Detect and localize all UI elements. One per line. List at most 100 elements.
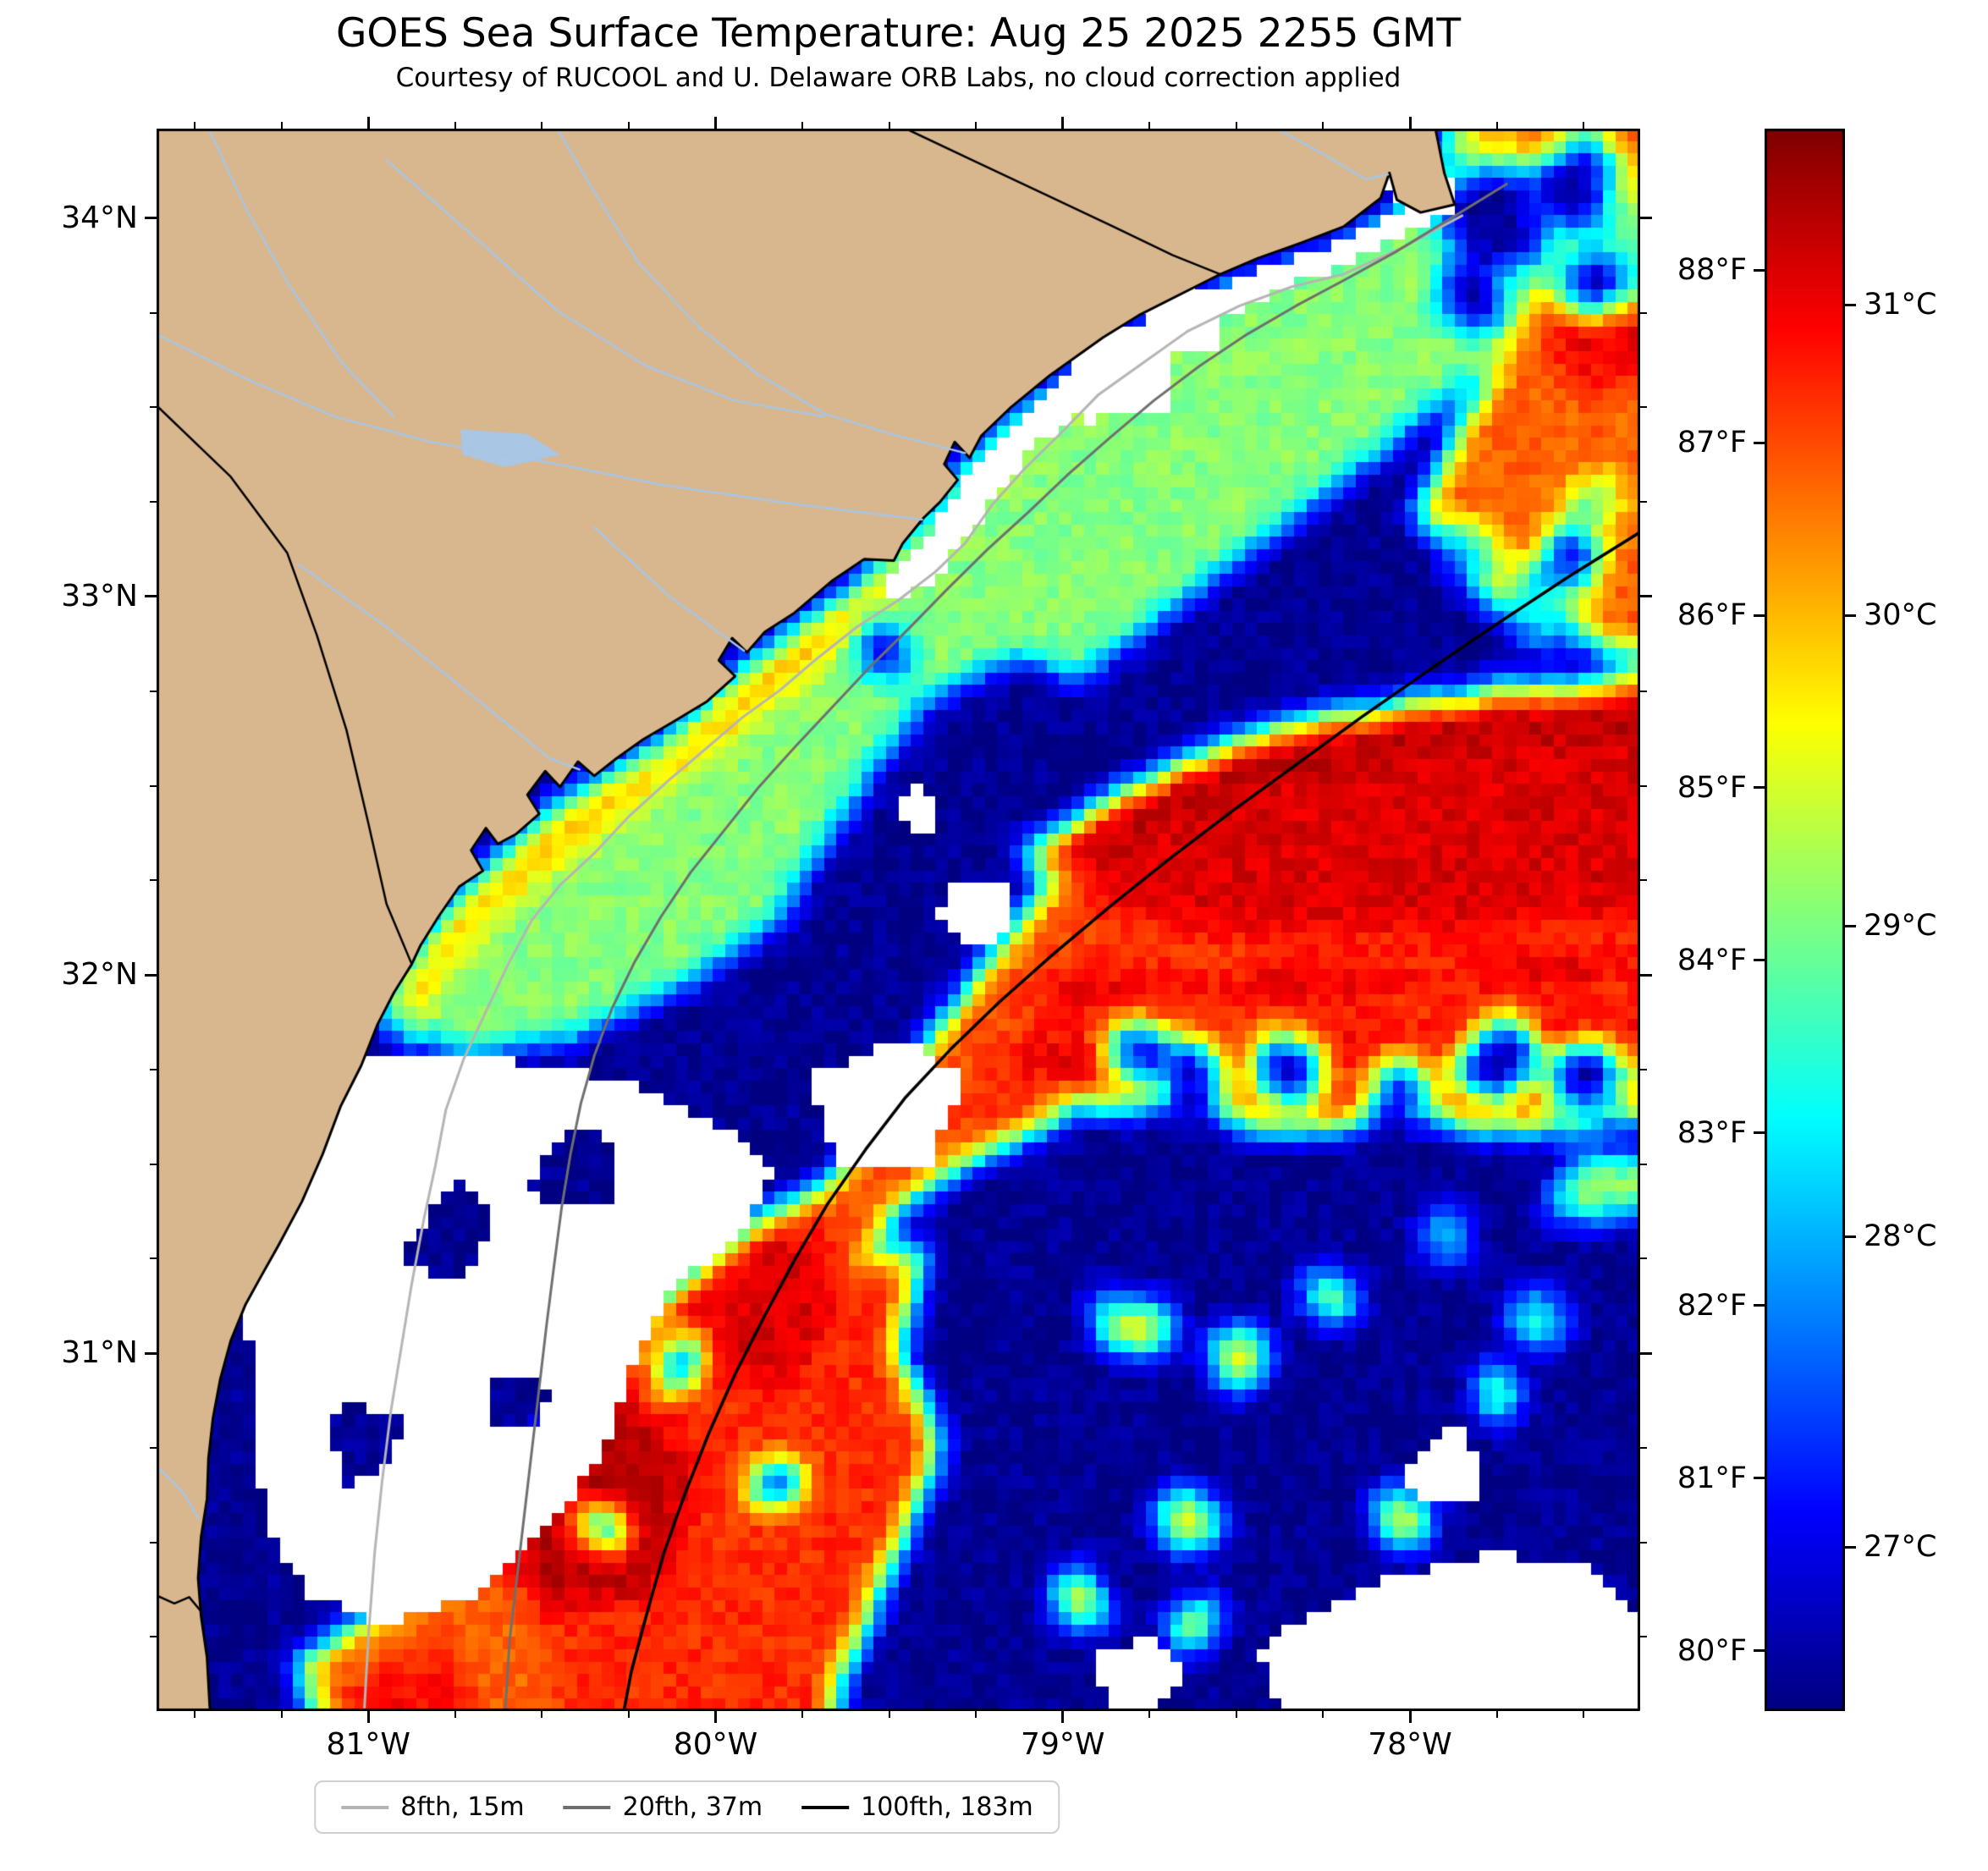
cbar-c-label: 29°C: [1864, 908, 1937, 943]
x-minor-tick: [801, 1711, 804, 1718]
x-minor-tick-top: [1322, 122, 1324, 129]
y-minor-tick-right: [1640, 1068, 1647, 1070]
y-minor-tick: [150, 1257, 157, 1260]
x-minor-tick-top: [1583, 122, 1585, 129]
legend-line-20fth-swatch: [563, 1805, 611, 1809]
cbar-f-label: 84°F: [1677, 943, 1747, 977]
y-major-tick: [145, 595, 157, 598]
y-minor-tick-right: [1640, 690, 1647, 692]
x-minor-tick: [1235, 1711, 1237, 1718]
y-minor-tick: [150, 501, 157, 504]
cbar-f-tick: [1754, 786, 1765, 790]
legend-item-8fth: 8fth, 15m: [341, 1792, 525, 1822]
cbar-f-tick: [1754, 1304, 1765, 1307]
cbar-c-label: 28°C: [1864, 1219, 1937, 1253]
cbar-c-label: 31°C: [1864, 287, 1937, 322]
y-minor-tick: [150, 311, 157, 314]
y-minor-tick: [150, 690, 157, 692]
colorbar-canvas: [1765, 129, 1845, 1711]
x-minor-tick: [541, 1711, 543, 1718]
y-minor-tick: [150, 784, 157, 787]
x-tick-label: 80°W: [673, 1727, 758, 1762]
x-major-tick-top: [366, 117, 370, 129]
cbar-f-label: 86°F: [1677, 597, 1747, 632]
y-minor-tick-right: [1640, 1163, 1647, 1165]
y-tick-label: 34°N: [61, 201, 138, 236]
cbar-f-tick: [1754, 1649, 1765, 1653]
cbar-f-tick: [1754, 959, 1765, 962]
x-major-tick-top: [1061, 117, 1065, 129]
cbar-f-label: 88°F: [1677, 252, 1747, 287]
x-minor-tick: [627, 1711, 630, 1718]
y-tick-label: 31°N: [61, 1335, 138, 1371]
x-minor-tick-top: [1148, 122, 1151, 129]
x-minor-tick: [1495, 1711, 1498, 1718]
legend-item-100fth: 100fth, 183m: [801, 1792, 1033, 1822]
cbar-f-tick: [1754, 614, 1765, 617]
x-major-tick: [1408, 1711, 1412, 1723]
x-minor-tick-top: [801, 122, 804, 129]
legend-line-100fth-swatch: [801, 1805, 850, 1809]
y-minor-tick: [150, 1446, 157, 1449]
x-minor-tick-top: [1235, 122, 1237, 129]
cbar-f-tick: [1754, 268, 1765, 272]
x-minor-tick-top: [541, 122, 543, 129]
cbar-c-tick: [1845, 1545, 1856, 1549]
y-major-tick: [145, 973, 157, 977]
x-major-tick-top: [1408, 117, 1412, 129]
y-minor-tick-right: [1640, 1636, 1647, 1638]
y-major-tick: [145, 1351, 157, 1355]
cbar-f-label: 83°F: [1677, 1115, 1747, 1150]
x-minor-tick-top: [454, 122, 456, 129]
y-minor-tick-right: [1640, 501, 1647, 504]
y-minor-tick-right: [1640, 879, 1647, 882]
sst-map-canvas: [157, 129, 1640, 1711]
legend-label-100fth: 100fth, 183m: [861, 1792, 1033, 1822]
y-major-tick-right: [1640, 595, 1652, 598]
y-minor-tick-right: [1640, 406, 1647, 409]
legend-line-8fth-swatch: [341, 1805, 389, 1809]
x-minor-tick: [280, 1711, 283, 1718]
x-minor-tick-top: [280, 122, 283, 129]
chart-title: GOES Sea Surface Temperature: Aug 25 202…: [335, 10, 1462, 57]
x-minor-tick-top: [1495, 122, 1498, 129]
cbar-f-label: 80°F: [1677, 1633, 1747, 1668]
x-minor-tick: [888, 1711, 890, 1718]
cbar-f-label: 87°F: [1677, 425, 1747, 459]
x-minor-tick-top: [194, 122, 196, 129]
x-minor-tick: [975, 1711, 977, 1718]
x-minor-tick: [1322, 1711, 1324, 1718]
cbar-f-tick: [1754, 1131, 1765, 1135]
y-minor-tick: [150, 1541, 157, 1544]
legend: 8fth, 15m 20fth, 37m 100fth, 183m: [314, 1780, 1060, 1834]
x-major-tick: [366, 1711, 370, 1723]
x-minor-tick: [1148, 1711, 1151, 1718]
x-minor-tick: [194, 1711, 196, 1718]
y-minor-tick-right: [1640, 1257, 1647, 1260]
x-major-tick: [1061, 1711, 1065, 1723]
cbar-f-label: 81°F: [1677, 1461, 1747, 1495]
cbar-c-tick: [1845, 303, 1856, 306]
cbar-c-tick: [1845, 1235, 1856, 1238]
x-tick-label: 81°W: [326, 1727, 410, 1762]
y-minor-tick: [150, 1068, 157, 1070]
y-minor-tick: [150, 406, 157, 409]
cbar-c-label: 30°C: [1864, 597, 1937, 632]
x-tick-label: 79°W: [1021, 1727, 1105, 1762]
chart-subtitle: Courtesy of RUCOOL and U. Delaware ORB L…: [395, 63, 1402, 93]
x-minor-tick: [454, 1711, 456, 1718]
x-tick-label: 78°W: [1368, 1727, 1452, 1762]
y-major-tick-right: [1640, 1351, 1652, 1355]
legend-label-8fth: 8fth, 15m: [400, 1792, 525, 1822]
cbar-c-label: 27°C: [1864, 1530, 1937, 1565]
x-major-tick: [714, 1711, 717, 1723]
y-major-tick-right: [1640, 973, 1652, 977]
legend-label-20fth: 20fth, 37m: [622, 1792, 763, 1822]
cbar-c-tick: [1845, 614, 1856, 617]
x-minor-tick-top: [888, 122, 890, 129]
x-minor-tick: [1583, 1711, 1585, 1718]
y-minor-tick-right: [1640, 784, 1647, 787]
y-minor-tick-right: [1640, 1541, 1647, 1544]
y-minor-tick: [150, 1636, 157, 1638]
